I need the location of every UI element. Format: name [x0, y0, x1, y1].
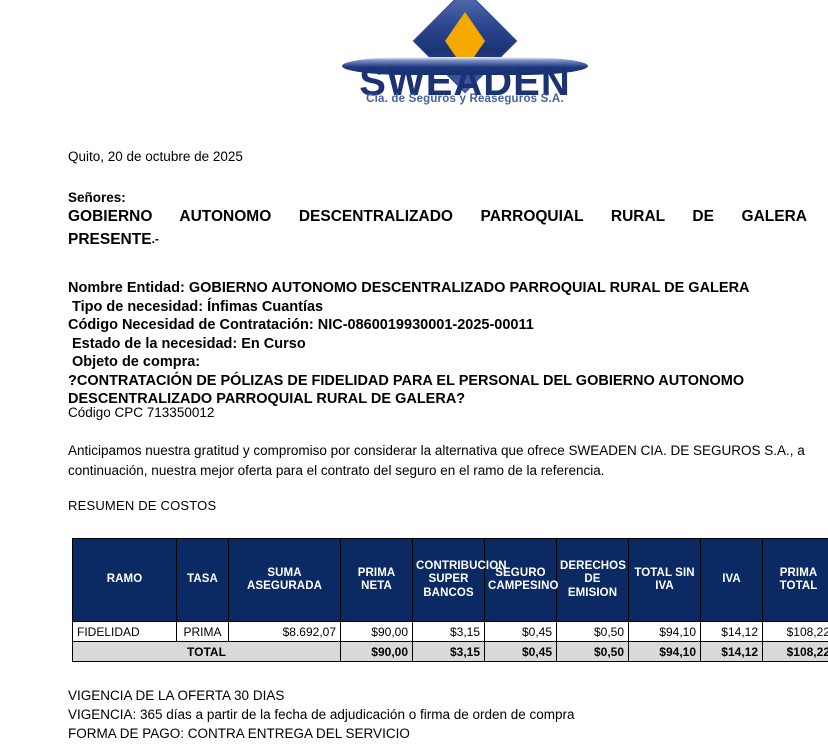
- cell-prima-neta: $90,00: [340, 621, 413, 642]
- cell-iva: $14,12: [700, 621, 763, 642]
- logo-wordmark: SWEADEN: [359, 60, 571, 104]
- cell-seguro-campesino: $0,45: [484, 621, 557, 642]
- cell-total-sin-iva: $94,10: [628, 621, 701, 642]
- cell-total-contribucion-super-bancos: $3,15: [412, 641, 485, 662]
- col-header-total-sin-iva: TOTAL SIN IVA: [628, 538, 701, 622]
- cell-total-iva: $14,12: [700, 641, 763, 662]
- table-header-row: RAMO TASA SUMA ASEGURADA PRIMA NETA CONT…: [72, 538, 828, 622]
- detail-objeto-text: ?CONTRATACIÓN DE PÓLIZAS DE FIDELIDAD PA…: [68, 372, 745, 408]
- table-caption: RESUMEN DE COSTOS: [68, 498, 217, 513]
- detail-estado-necesidad: Estado de la necesidad: En Curso: [72, 335, 306, 352]
- cost-summary-table: RAMO TASA SUMA ASEGURADA PRIMA NETA CONT…: [72, 538, 828, 662]
- need-details-block: Nombre Entidad: GOBIERNO AUTONOMO DESCEN…: [68, 279, 812, 409]
- cell-suma-asegurada: $8.692,07: [228, 621, 341, 642]
- table-row: FIDELIDAD PRIMA $8.692,07 $90,00 $3,15 $…: [72, 621, 828, 642]
- cell-tasa: PRIMA: [176, 621, 229, 642]
- condition-vigencia-oferta: VIGENCIA DE LA OFERTA 30 DIAS: [68, 688, 285, 703]
- presente-dash: .-: [151, 232, 159, 246]
- intro-paragraph: Anticipamos nuestra gratitud y compromis…: [68, 443, 805, 478]
- col-header-iva: IVA: [700, 538, 763, 622]
- condition-forma-pago: FORMA DE PAGO: CONTRA ENTREGA DEL SERVIC…: [68, 726, 410, 741]
- table-total-row: TOTAL $90,00 $3,15 $0,45 $0,50 $94,10 $1…: [72, 641, 828, 662]
- cell-total-label: TOTAL: [72, 641, 341, 662]
- detail-objeto-label: Objeto de compra:: [72, 354, 201, 370]
- cell-total-derechos-emision: $0,50: [556, 641, 629, 662]
- detail-codigo-cpc: Código CPC 713350012: [68, 405, 215, 420]
- condition-vigencia: VIGENCIA: 365 días a partir de la fecha …: [68, 707, 575, 722]
- company-logo: SWEADEN Cia. de Seguros y Reaseguros S.A…: [340, 0, 590, 112]
- cell-total-seguro-campesino: $0,45: [484, 641, 557, 662]
- salutation: Señores:: [68, 190, 126, 205]
- cell-total-prima-total: $108,22: [762, 641, 828, 662]
- presente-text: PRESENTE: [68, 231, 152, 248]
- col-header-prima-total: PRIMA TOTAL: [762, 538, 828, 622]
- offer-conditions-block: VIGENCIA DE LA OFERTA 30 DIAS VIGENCIA: …: [68, 686, 808, 743]
- addressee-line: GOBIERNO AUTONOMO DESCENTRALIZADO PARROQ…: [68, 208, 807, 225]
- col-header-ramo: RAMO: [72, 538, 177, 622]
- logo-swoosh-shape: [342, 57, 588, 75]
- col-header-suma-asegurada: SUMA ASEGURADA: [228, 538, 341, 622]
- date-line: Quito, 20 de octubre de 2025: [68, 149, 243, 164]
- cell-prima-total: $108,22: [762, 621, 828, 642]
- col-header-derechos-emision: DERECHOS DE EMISION: [556, 538, 629, 622]
- detail-nombre-entidad: Nombre Entidad: GOBIERNO AUTONOMO DESCEN…: [68, 280, 750, 296]
- col-header-contribucion-super-bancos: CONTRIBUCION SUPER BANCOS: [412, 538, 507, 622]
- cell-total-total-sin-iva: $94,10: [628, 641, 701, 662]
- cell-total-prima-neta: $90,00: [340, 641, 413, 662]
- cell-derechos-emision: $0,50: [556, 621, 629, 642]
- presente-line: PRESENTE.-: [68, 228, 159, 251]
- detail-codigo-necesidad: Código Necesidad de Contratación: NIC-08…: [68, 317, 534, 333]
- col-header-prima-neta: PRIMA NETA: [340, 538, 413, 622]
- logo-tagline: Cia. de Seguros y Reaseguros S.A.: [366, 93, 564, 105]
- cell-contribucion-super-bancos: $3,15: [412, 621, 485, 642]
- col-header-seguro-campesino: SEGURO CAMPESINO: [484, 538, 558, 622]
- detail-tipo-necesidad: Tipo de necesidad: Ínfimas Cuantías: [72, 298, 324, 315]
- col-header-tasa: TASA: [176, 538, 229, 622]
- cell-ramo: FIDELIDAD: [72, 621, 177, 642]
